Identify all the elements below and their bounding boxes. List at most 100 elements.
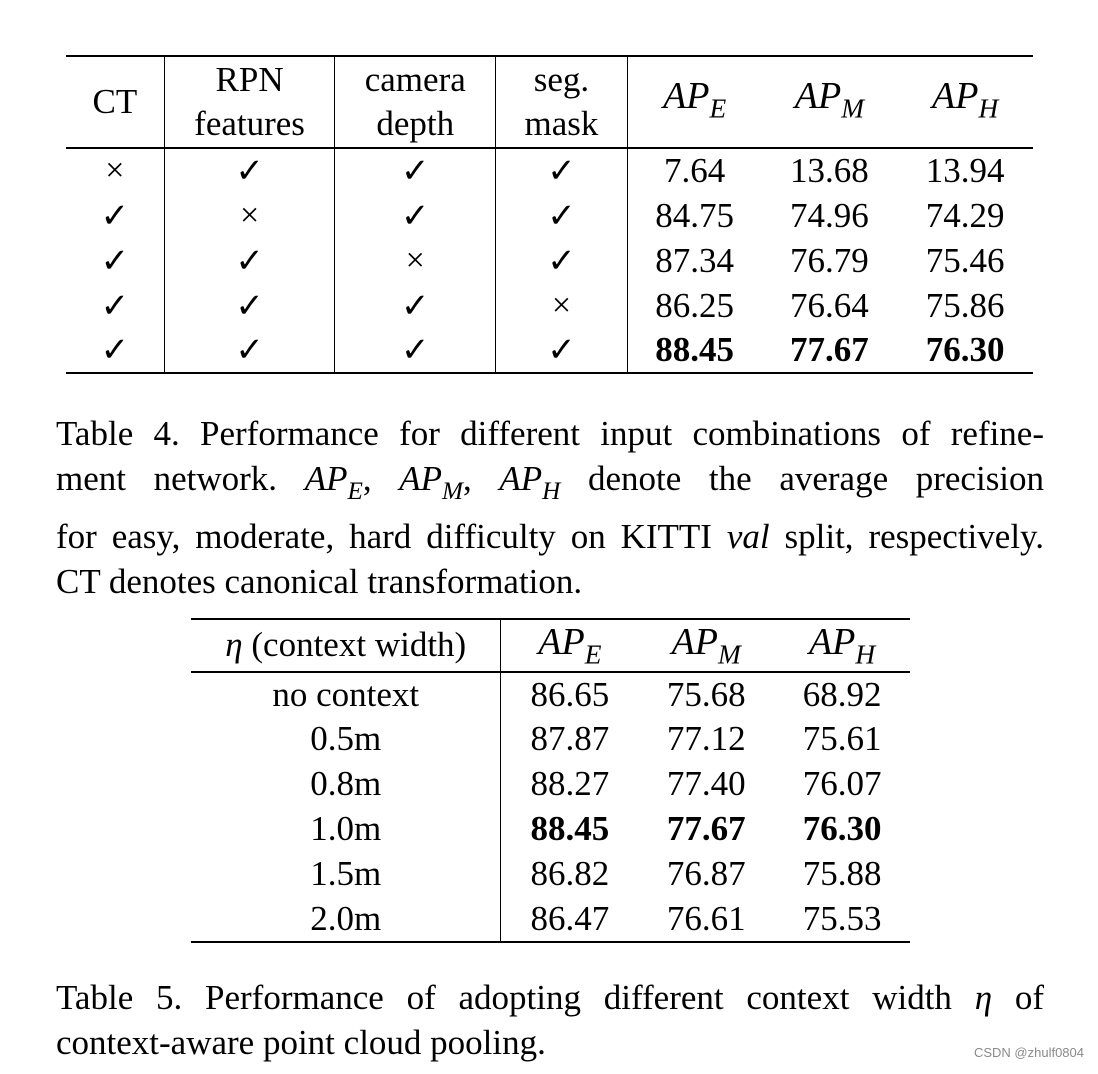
table-row: 2.0m 86.47 76.61 75.53 xyxy=(191,896,910,942)
ap-e-base: AP xyxy=(663,74,710,117)
caption4-line3: for easy, moderate, hard difficulty on K… xyxy=(56,514,1044,559)
cell-cam: × xyxy=(334,238,497,283)
header-seg-line2: mask xyxy=(524,104,599,143)
cell-seg: ✓ xyxy=(495,238,628,283)
cell-ap-e: 86.25 xyxy=(655,285,735,325)
caption4-ap-h: APH xyxy=(499,459,561,505)
header-ap-e: APE xyxy=(500,619,639,673)
cell-ap-h: 75.88 xyxy=(802,854,882,894)
cell-eta: 0.5m xyxy=(191,716,502,762)
table-row: ✓ ✓ ✓ × 86.25 76.64 75.86 xyxy=(66,283,1033,328)
cell-ap-m: 76.79 xyxy=(790,240,869,280)
cell-ap-h: 68.92 xyxy=(802,674,882,714)
cell-rpn: ✓ xyxy=(164,283,336,328)
ap-e-base: AP xyxy=(538,621,585,663)
table-row: ✓ ✓ × ✓ 87.34 76.79 75.46 xyxy=(66,238,1033,283)
table-5: η (context width) APE APM APH no context… xyxy=(191,618,910,943)
cell-seg: ✓ xyxy=(495,193,628,238)
ap-h-base: AP xyxy=(808,621,856,663)
cell-ap-m: 77.12 xyxy=(666,719,746,759)
ap-m-base: AP xyxy=(794,74,842,117)
cell-ap-h: 76.30 xyxy=(802,809,882,849)
cell-ap-h: 74.29 xyxy=(925,195,1005,235)
cell-cam: ✓ xyxy=(334,193,497,238)
caption4-line2: ment network. APE, APM, APH denote the a… xyxy=(56,459,1045,505)
table-4-caption: Table 4. Performance for different input… xyxy=(56,411,1044,604)
cell-ap-e: 87.34 xyxy=(655,240,735,280)
caption4-ap-e: APE xyxy=(304,459,363,505)
eta-label: (context width) xyxy=(251,625,467,665)
caption5-line1-a: Table 5. Performance of adopting differe… xyxy=(56,978,952,1017)
ap-m-sub: M xyxy=(841,93,864,124)
header-rpn-features: RPN features xyxy=(164,56,336,149)
cell-seg: × xyxy=(495,283,628,328)
cell-eta: 1.5m xyxy=(191,851,502,897)
cell-ct: ✓ xyxy=(66,283,165,328)
table-row: ✓ × ✓ ✓ 84.75 74.96 74.29 xyxy=(66,193,1033,238)
cell-eta: no context xyxy=(191,671,502,717)
cell-ap-e: 88.45 xyxy=(655,330,735,369)
cell-ap-e: 87.87 xyxy=(530,719,610,759)
caption5-eta: η xyxy=(974,978,993,1017)
cell-ap-m: 76.64 xyxy=(790,285,869,325)
header-rpn-line2: features xyxy=(194,104,305,143)
cell-cam: ✓ xyxy=(334,328,497,373)
cell-ap-m: 76.61 xyxy=(666,898,746,938)
caption5-line1: Table 5. Performance of adopting differe… xyxy=(56,975,1044,1020)
caption4-line3-b: split, respectively. xyxy=(784,516,1045,556)
header-ct: CT xyxy=(66,56,165,149)
table-4: CT RPN features camera depth seg. mask A… xyxy=(66,55,1033,374)
table-row: 0.5m 87.87 77.12 75.61 xyxy=(191,716,910,762)
cell-rpn: ✓ xyxy=(164,148,336,193)
cell-ap-h: 75.46 xyxy=(925,240,1005,280)
cell-ap-m: 75.68 xyxy=(666,674,746,714)
caption4-val: val xyxy=(726,516,770,556)
cell-eta: 1.0m xyxy=(191,806,502,852)
cell-ap-m: 13.68 xyxy=(790,151,869,190)
cell-ap-h: 76.07 xyxy=(802,764,882,804)
cell-rpn: × xyxy=(164,193,336,238)
eta-symbol: η xyxy=(225,625,243,665)
table-5-caption: Table 5. Performance of adopting differe… xyxy=(56,975,1044,1065)
ap-h-base: AP xyxy=(932,74,979,117)
caption4-line3-a: for easy, moderate, hard difficulty on K… xyxy=(56,516,712,556)
caption5-line1-b: of xyxy=(1014,978,1045,1017)
ap-h-sub: H xyxy=(855,639,876,670)
cell-ap-e: 84.75 xyxy=(655,195,735,235)
header-cam-line1: camera xyxy=(364,60,466,99)
cell-ap-m: 77.67 xyxy=(790,330,869,369)
watermark: CSDN @zhulf0804 xyxy=(973,1045,1084,1060)
header-rpn-line1: RPN xyxy=(215,60,284,99)
ap-m-base: AP xyxy=(671,621,719,663)
table-row: 0.8m 88.27 77.40 76.07 xyxy=(191,761,910,807)
header-ap-m: APM xyxy=(638,619,775,673)
cell-rpn: ✓ xyxy=(164,328,336,373)
header-ap-h: APH xyxy=(897,56,1033,149)
cell-ct: ✓ xyxy=(66,328,165,373)
cell-ap-e: 86.47 xyxy=(530,898,610,938)
cell-ap-m: 74.96 xyxy=(790,195,869,235)
cell-rpn: ✓ xyxy=(164,238,336,283)
ap-e-sub: E xyxy=(709,93,727,124)
table-row-best: ✓ ✓ ✓ ✓ 88.45 77.67 76.30 xyxy=(66,328,1033,373)
header-eta-context-width: η (context width) xyxy=(191,619,502,673)
header-seg-line1: seg. xyxy=(533,60,590,99)
caption5-line2: context-aware point cloud pooling. xyxy=(56,1023,546,1062)
cell-ap-m: 77.40 xyxy=(666,764,746,804)
cell-ct: ✓ xyxy=(66,238,165,283)
caption4-line1: Table 4. Performance for different input… xyxy=(56,414,1044,453)
cell-seg: ✓ xyxy=(495,328,628,373)
table-row-best: 1.0m 88.45 77.67 76.30 xyxy=(191,806,910,852)
table-row: × ✓ ✓ ✓ 7.64 13.68 13.94 xyxy=(66,148,1033,193)
ap-e-sub: E xyxy=(584,639,602,670)
cell-cam: ✓ xyxy=(334,283,497,328)
header-ap-m: APM xyxy=(761,56,898,149)
header-ap-e: APE xyxy=(627,56,762,149)
header-seg-mask: seg. mask xyxy=(495,56,628,149)
ap-m-sub: M xyxy=(718,639,741,670)
cell-seg: ✓ xyxy=(495,148,628,193)
cell-ap-e: 88.45 xyxy=(530,809,610,849)
table-row: 1.5m 86.82 76.87 75.88 xyxy=(191,851,910,897)
header-ap-h: APH xyxy=(774,619,910,673)
caption4-line2-b: denote the average precision xyxy=(588,459,1045,498)
